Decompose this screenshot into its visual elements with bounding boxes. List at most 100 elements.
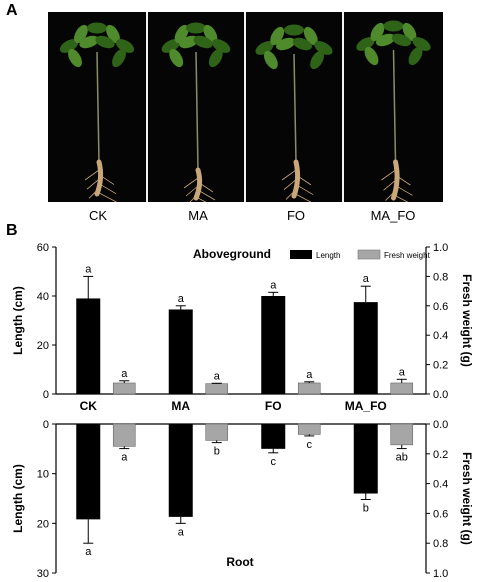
seedling-drawing xyxy=(59,22,135,202)
y2-tick-label: 0.2 xyxy=(433,449,448,461)
leaf-shape xyxy=(310,50,325,70)
y2-tick-label: 0.4 xyxy=(433,330,448,342)
legend-label-fresh-weight: Fresh weight xyxy=(384,251,431,260)
category-label: CK xyxy=(80,399,98,413)
panel-label-a: A xyxy=(6,2,18,19)
fine-root-shape xyxy=(395,195,409,202)
fine-root-shape xyxy=(395,174,411,186)
significance-letter: b xyxy=(214,446,220,458)
leaf-shape xyxy=(364,46,379,66)
category-label: FO xyxy=(265,399,282,413)
photo-divider xyxy=(342,12,344,202)
photo-divider xyxy=(244,12,246,202)
bottom-right-axis-title: Fresh weight (g) xyxy=(460,452,474,545)
legend-swatch-fresh-weight xyxy=(357,249,381,260)
bar-aboveground-fresh-weight xyxy=(390,382,414,395)
stem-shape xyxy=(293,53,297,163)
leaf-shape xyxy=(408,46,423,66)
y-tick-label: 10 xyxy=(37,469,49,481)
significance-letter: a xyxy=(85,546,92,558)
stem-shape xyxy=(195,51,199,171)
leaf-shape xyxy=(161,39,180,53)
leaf-shape xyxy=(263,50,278,70)
fine-root-shape xyxy=(395,185,413,196)
bar-root-fresh-weight xyxy=(297,423,321,435)
photo-ma xyxy=(148,12,244,202)
fine-root-shape xyxy=(197,197,207,202)
leaf-shape xyxy=(112,48,126,68)
bar-root-length xyxy=(261,424,286,449)
y2-tick-label: 1.0 xyxy=(433,568,448,580)
fine-root-shape xyxy=(281,169,297,181)
fine-root-shape xyxy=(381,169,396,181)
fine-root-shape xyxy=(385,190,396,201)
y2-tick-label: 0.4 xyxy=(433,479,448,491)
category-label: MA_FO xyxy=(345,399,387,413)
photo-divider xyxy=(146,12,148,202)
y-tick-label: 30 xyxy=(37,568,49,580)
photo-label-ma: MA xyxy=(188,208,208,223)
leaf-shape xyxy=(186,22,206,34)
leaf-shape xyxy=(375,33,396,47)
fine-root-shape xyxy=(197,181,214,193)
fine-root-shape xyxy=(283,179,297,191)
leaf-shape xyxy=(95,35,115,49)
fine-root-shape xyxy=(185,185,199,197)
leaf-shape xyxy=(68,48,82,68)
photo-label-ma-fo: MA_FO xyxy=(370,208,416,223)
fine-root-shape xyxy=(98,192,118,202)
significance-letter: a xyxy=(178,293,185,305)
significance-letter: b xyxy=(363,502,369,514)
y-tick-label: 0 xyxy=(43,389,49,401)
fine-root-shape xyxy=(383,179,396,191)
photo-label-fo: FO xyxy=(286,208,306,223)
y2-tick-label: 1.0 xyxy=(433,242,448,254)
bottom-panel-title: Root xyxy=(226,555,253,569)
y2-tick-label: 0.6 xyxy=(433,508,448,520)
leaf-shape xyxy=(193,35,213,49)
root-shape xyxy=(94,159,104,197)
significance-letter: a xyxy=(363,273,370,285)
significance-letter: a xyxy=(399,366,406,378)
fine-root-shape xyxy=(88,188,100,199)
y2-tick-label: 0.0 xyxy=(433,419,448,431)
bar-aboveground-fresh-weight xyxy=(297,382,321,395)
leaf-shape xyxy=(212,39,231,53)
stem-shape xyxy=(392,49,397,163)
seedling-drawing xyxy=(161,22,231,202)
bar-aboveground-fresh-weight xyxy=(112,382,136,395)
y2-tick-label: 0.2 xyxy=(433,360,448,372)
top-right-axis-title: Fresh weight (g) xyxy=(460,274,474,367)
bar-aboveground-length xyxy=(353,302,378,394)
leaf-shape xyxy=(284,24,304,36)
bar-root-fresh-weight xyxy=(205,423,229,441)
fine-root-shape xyxy=(86,178,100,190)
y2-tick-label: 0.6 xyxy=(433,301,448,313)
leaf-shape xyxy=(79,35,99,49)
leaf-shape xyxy=(383,20,404,32)
y2-tick-label: 0.8 xyxy=(433,538,448,550)
significance-letter: c xyxy=(271,456,277,468)
bar-aboveground-length xyxy=(76,298,101,394)
legend-label-length: Length xyxy=(316,251,340,260)
y-tick-label: 40 xyxy=(37,291,49,303)
significance-letter: a xyxy=(121,368,128,380)
fine-root-shape xyxy=(98,183,117,195)
bar-root-fresh-weight xyxy=(390,423,414,446)
y-tick-label: 0 xyxy=(43,419,49,431)
fine-root-shape xyxy=(189,193,199,202)
y-tick-label: 20 xyxy=(37,340,49,352)
bar-aboveground-length xyxy=(168,309,193,394)
seedling-photo-strip xyxy=(48,12,443,202)
photo-ck xyxy=(48,12,146,202)
leaf-shape xyxy=(87,22,107,34)
y-tick-label: 60 xyxy=(37,242,49,254)
bar-aboveground-length xyxy=(261,296,286,394)
bottom-left-axis-title: Length (cm) xyxy=(11,464,25,533)
significance-letter: a xyxy=(270,279,277,291)
bar-aboveground-fresh-weight xyxy=(205,383,229,395)
seedling-drawing xyxy=(356,20,431,202)
panel-label-b: B xyxy=(6,222,18,239)
significance-letter: c xyxy=(307,439,313,451)
leaf-shape xyxy=(208,48,223,68)
